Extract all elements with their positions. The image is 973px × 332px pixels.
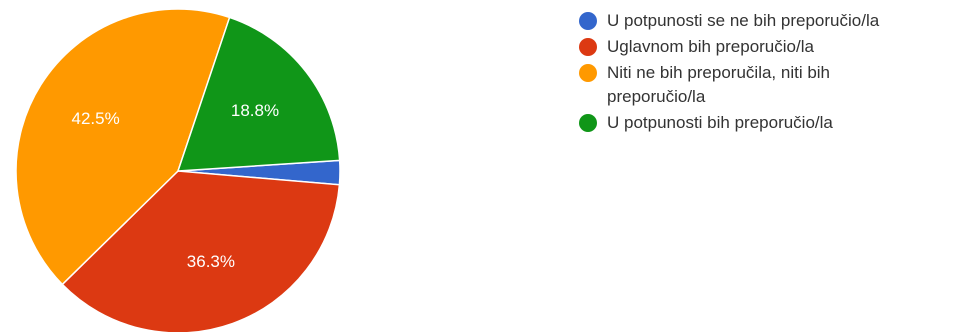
- pie-slice-4-label: 18.8%: [231, 101, 279, 120]
- legend-label: U potpunosti bih preporučio/la: [607, 113, 833, 132]
- legend-label: Uglavnom bih preporučio/la: [607, 37, 814, 56]
- legend-item-1[interactable]: U potpunosti se ne bih preporučio/la: [579, 9, 971, 33]
- legend-label: Niti ne bih preporučila, niti bih prepor…: [607, 63, 831, 106]
- pie-slice-2-label: 36.3%: [187, 252, 235, 271]
- pie-chart: 36.3% 42.5% 18.8%: [15, 8, 341, 332]
- pie-slice-2[interactable]: [61, 170, 341, 332]
- legend-item-3[interactable]: Niti ne bih preporučila, niti bih prepor…: [579, 61, 971, 109]
- legend-swatch-orange: [579, 64, 597, 82]
- legend-swatch-green: [579, 114, 597, 132]
- legend: U potpunosti se ne bih preporučio/la Ugl…: [579, 9, 971, 137]
- legend-swatch-blue: [579, 12, 597, 30]
- pie-slice-3[interactable]: [15, 8, 231, 286]
- legend-swatch-red: [579, 38, 597, 56]
- legend-item-4[interactable]: U potpunosti bih preporučio/la: [579, 111, 971, 135]
- pie-slice-3-label: 42.5%: [71, 109, 119, 128]
- legend-label: U potpunosti se ne bih preporučio/la: [607, 11, 880, 30]
- legend-item-2[interactable]: Uglavnom bih preporučio/la: [579, 35, 971, 59]
- pie-slice-4[interactable]: [176, 16, 341, 172]
